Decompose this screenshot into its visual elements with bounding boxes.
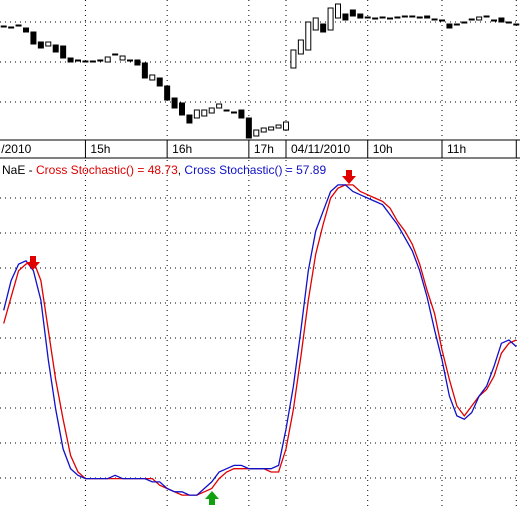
candle: [372, 17, 379, 20]
price-panel: [0, 3, 520, 139]
candle: [275, 124, 282, 129]
candle: [216, 103, 223, 109]
candle: [193, 109, 200, 119]
candle: [424, 15, 431, 19]
x-tick-label: 17h: [254, 142, 274, 156]
candle: [104, 56, 111, 63]
candle: [379, 16, 386, 19]
candle: [409, 15, 416, 18]
candle: [245, 117, 252, 139]
indicator-title: NaE -: [2, 163, 36, 177]
candle: [349, 9, 356, 17]
candle: [156, 77, 163, 87]
sell-arrow: [342, 170, 356, 184]
candle: [75, 59, 81, 62]
candle: [387, 17, 393, 20]
buy-arrow: [205, 491, 219, 505]
candle: [149, 74, 156, 81]
candle: [97, 59, 104, 62]
candle: [45, 41, 52, 47]
candle: [67, 57, 74, 63]
candle: [134, 59, 141, 66]
candle: [260, 127, 267, 133]
candle: [461, 21, 468, 24]
legend-entry: Cross Stochastic() = 57.89: [184, 163, 326, 177]
candle: [305, 21, 312, 51]
candle: [15, 24, 22, 27]
candle: [290, 49, 297, 69]
candle: [60, 45, 67, 59]
candle: [82, 60, 89, 63]
x-tick-label: 11h: [447, 142, 466, 156]
candle: [223, 109, 230, 112]
candle: [327, 7, 334, 31]
candle: [394, 16, 401, 19]
candle: [335, 3, 341, 19]
candle: [52, 44, 59, 53]
candle: [0, 25, 7, 28]
candle: [357, 13, 364, 19]
candle: [231, 111, 237, 114]
candle: [119, 55, 126, 61]
candle: [89, 60, 96, 63]
x-tick-label: /2010: [1, 142, 31, 156]
candle: [127, 59, 133, 62]
candle: [483, 15, 490, 18]
candle: [112, 53, 119, 56]
candle: [439, 19, 445, 22]
candle: [476, 16, 483, 21]
candle: [238, 109, 245, 119]
candle: [364, 16, 371, 19]
candle: [283, 121, 289, 131]
candle: [253, 129, 260, 137]
candle: [498, 17, 505, 23]
candle: [23, 27, 29, 33]
legend-entry: Cross Stochastic() = 48.73: [36, 163, 178, 177]
indicator-line: [3, 184, 517, 496]
sell-arrow: [26, 256, 40, 270]
candle: [446, 23, 453, 29]
candle: [164, 85, 171, 101]
candle: [312, 17, 319, 31]
candle: [186, 114, 193, 124]
candle: [320, 23, 327, 33]
legend-separator: ,: [178, 163, 185, 177]
candle: [453, 23, 460, 26]
candle: [208, 107, 215, 114]
candle: [141, 62, 148, 79]
candle: [268, 126, 275, 131]
candle: [171, 97, 178, 109]
x-tick-label: 04/11/2010: [291, 142, 350, 156]
candle: [297, 39, 304, 55]
indicator-legend: NaE - Cross Stochastic() = 48.73, Cross …: [2, 163, 326, 177]
candle: [431, 18, 438, 21]
x-tick-label: 10h: [373, 142, 393, 156]
candle: [342, 13, 349, 21]
candle: [179, 102, 185, 116]
candle: [491, 19, 497, 22]
x-tick-label: 15h: [90, 142, 110, 156]
candle: [30, 31, 37, 45]
candle: [513, 23, 520, 26]
candle: [201, 109, 208, 117]
candle: [401, 15, 408, 18]
x-tick-label: 16h: [172, 142, 192, 156]
candle: [416, 16, 423, 19]
candle: [8, 26, 15, 29]
candle: [468, 18, 475, 21]
candle: [37, 41, 44, 49]
indicator-panel: [3, 184, 517, 496]
candle: [505, 21, 512, 24]
